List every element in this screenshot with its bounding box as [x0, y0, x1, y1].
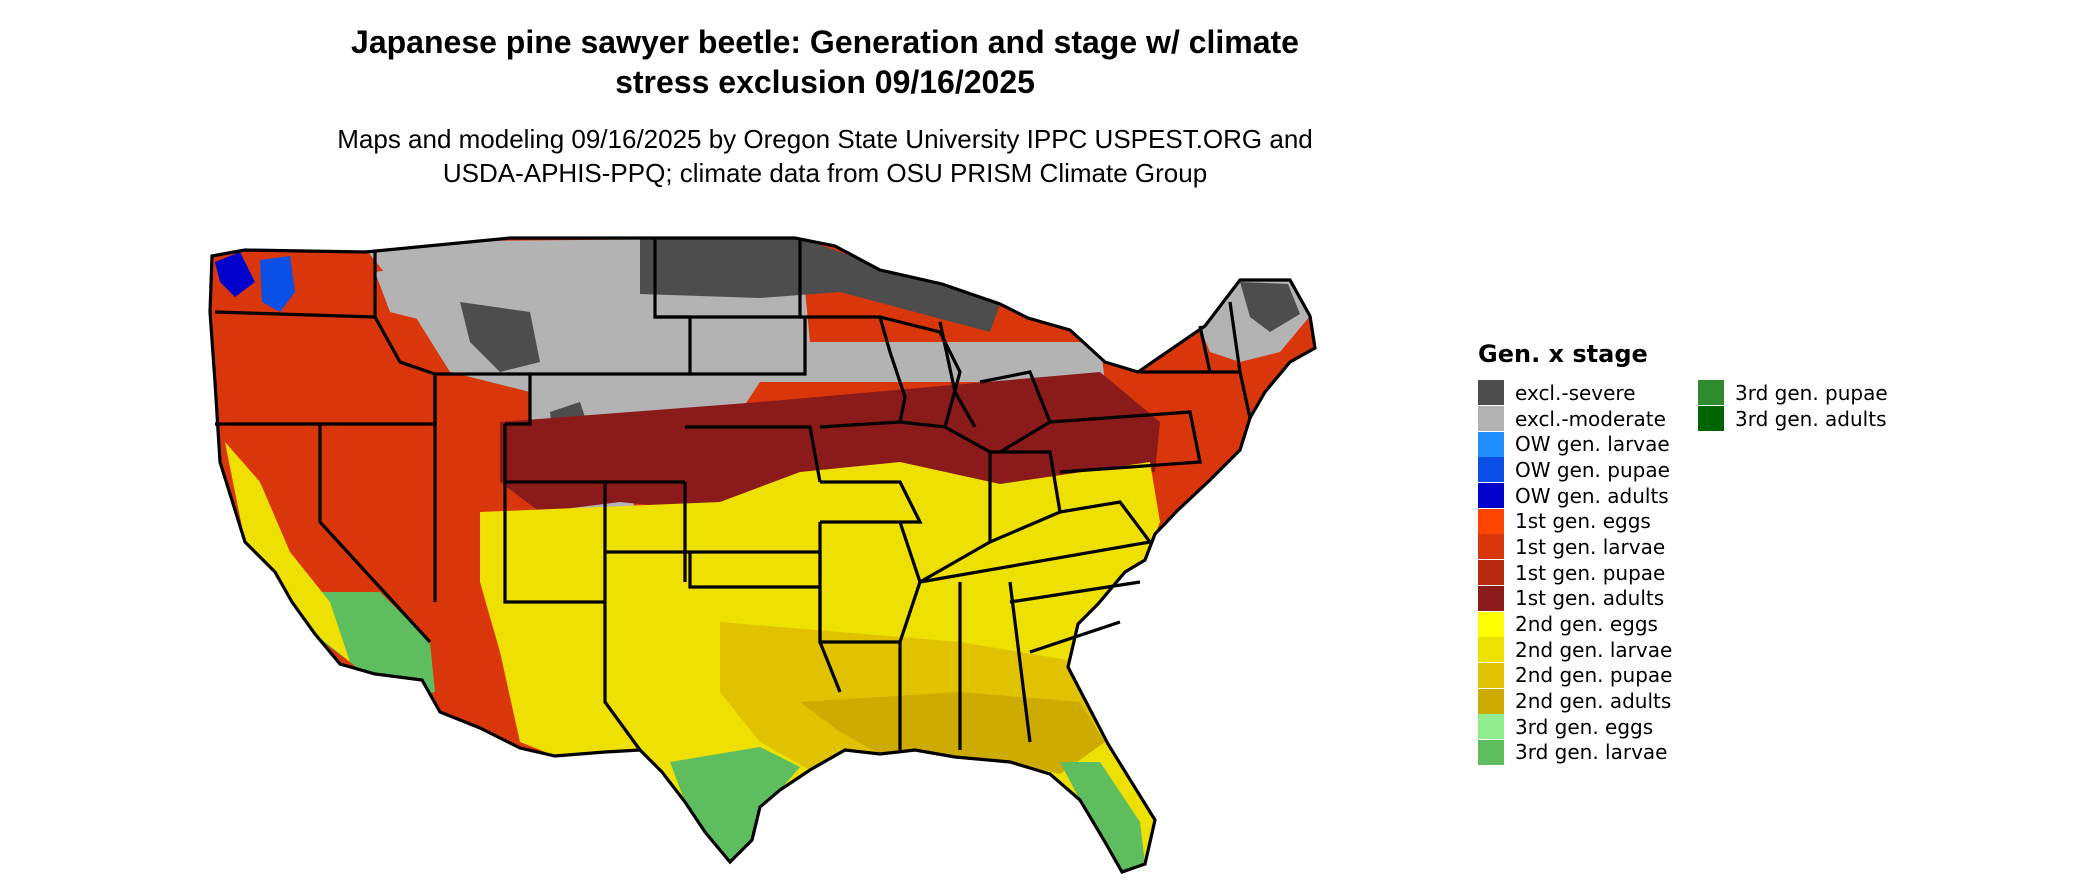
legend-item: 3rd gen. adults [1698, 406, 1888, 432]
border-ne-ks [685, 425, 822, 483]
legend-swatch [1478, 457, 1504, 483]
legend-label: 3rd gen. larvae [1515, 740, 1668, 765]
legend-item: 3rd gen. pupae [1698, 380, 1888, 406]
legend-item: excl.-moderate [1478, 406, 1672, 432]
us-outline [208, 236, 1317, 874]
map-subtitle: Maps and modeling 09/16/2025 by Oregon S… [280, 122, 1370, 190]
region-excl-moderate-north [360, 238, 1105, 472]
legend-swatch [1478, 534, 1504, 560]
border-id-wy [435, 372, 532, 426]
legend-label: 2nd gen. adults [1515, 689, 1672, 714]
legend-item: OW gen. adults [1478, 483, 1672, 509]
border-ms-al-ga [898, 581, 1032, 750]
legend-item: OW gen. pupae [1478, 457, 1672, 483]
legend-swatch [1478, 483, 1504, 509]
legend-swatch [1478, 637, 1504, 663]
legend-item: 3rd gen. eggs [1478, 714, 1672, 740]
legend-swatch [1478, 508, 1504, 534]
map-title: Japanese pine sawyer beetle: Generation … [280, 22, 1370, 102]
border-sd-ne [690, 317, 807, 376]
legend-swatch [1478, 431, 1504, 457]
region-excl-severe-north [640, 238, 1000, 332]
region-3rd-gen-larvae-texas [670, 747, 800, 862]
region-2nd-gen-adults [800, 692, 1105, 774]
border-ca-nv [318, 424, 432, 644]
legend-label: OW gen. adults [1515, 483, 1669, 508]
border-oh [989, 450, 1062, 544]
legend-label: excl.-severe [1515, 380, 1636, 405]
legend-label: 2nd gen. larvae [1515, 637, 1673, 662]
border-wi [879, 315, 962, 429]
legend-column-2: 3rd gen. pupae 3rd gen. adults [1698, 380, 1888, 432]
region-excl-severe-wyoming [460, 302, 540, 372]
legend-item: OW gen. larvae [1478, 431, 1672, 457]
legend-item: 2nd gen. pupae [1478, 662, 1673, 689]
map-title-line-2: stress exclusion 09/16/2025 [615, 64, 1035, 100]
legend-label: excl.-moderate [1515, 406, 1666, 431]
legend-label: 3rd gen. adults [1735, 406, 1887, 431]
legend-column-1: excl.-severe excl.-moderate OW gen. larv… [1478, 380, 1672, 765]
us-stage-map [208, 236, 1317, 874]
legend-swatch [1478, 560, 1504, 586]
border-nm [603, 482, 642, 751]
legend-item: excl.-severe [1478, 380, 1672, 406]
map-subtitle-line-2: USDA-APHIS-PPQ; climate data from OSU PR… [442, 158, 1208, 188]
legend-label: 2nd gen. eggs [1515, 612, 1658, 637]
region-excl-severe-maine [1240, 282, 1300, 332]
legend-swatch [1478, 611, 1504, 637]
legend-item: 1st gen. eggs [1478, 508, 1672, 534]
legend-item: 2nd gen. adults [1478, 688, 1672, 714]
stage-regions [210, 238, 1315, 872]
legend-label: 3rd gen. pupae [1735, 380, 1888, 405]
border-pa [1049, 410, 1202, 474]
border-mi [979, 370, 1052, 454]
border-vt-nh [1198, 301, 1242, 373]
legend-label: OW gen. larvae [1515, 432, 1670, 457]
legend-label: 1st gen. adults [1515, 586, 1665, 611]
legend-title: Gen. x stage [1478, 340, 1648, 368]
border-mn-ia [800, 315, 907, 429]
legend-item: 3rd gen. larvae [1478, 739, 1672, 766]
legend-item: 1st gen. pupae [1478, 560, 1672, 586]
border-wa-or [214, 310, 376, 319]
legend-item: 2nd gen. larvae [1478, 637, 1672, 663]
legend-swatch [1698, 406, 1724, 432]
border-tn-ky [919, 540, 1151, 584]
region-excl-moderate-montana [375, 262, 475, 322]
border-il-in [919, 425, 992, 584]
legend-label: 2nd gen. pupae [1515, 663, 1673, 688]
border-wv-va [1059, 500, 1152, 543]
legend-item: 1st gen. larvae [1478, 534, 1672, 560]
legend-label: 1st gen. pupae [1515, 560, 1666, 585]
region-2nd-gen-larvae-california [225, 442, 350, 662]
map-subtitle-line-1: Maps and modeling 09/16/2025 by Oregon S… [337, 124, 1313, 154]
legend-label: OW gen. pupae [1515, 457, 1670, 482]
border-mo [820, 480, 923, 524]
region-1st-gen-adults [500, 372, 1160, 512]
legend-swatch [1478, 714, 1504, 740]
legend-item: 2nd gen. eggs [1478, 611, 1672, 637]
legend-swatch [1478, 406, 1504, 432]
legend-label: 3rd gen. eggs [1515, 714, 1654, 739]
border-id [373, 252, 437, 424]
legend-swatch [1478, 739, 1504, 765]
legend-item: 1st gen. adults [1478, 585, 1672, 612]
region-ow-gen-pupae-cascades [260, 256, 295, 312]
lake-michigan-shore [938, 321, 977, 428]
state-boundaries [208, 236, 1317, 874]
legend-swatch [1478, 585, 1504, 611]
map-title-line-1: Japanese pine sawyer beetle: Generation … [351, 24, 1299, 60]
legend-swatch [1478, 380, 1504, 406]
legend-label: 1st gen. larvae [1515, 534, 1666, 559]
region-3rd-gen-larvae-florida [1060, 762, 1145, 872]
border-nc-sc [1009, 580, 1141, 654]
region-ow-gen-adults-pnw [215, 252, 255, 297]
legend: Gen. x stage excl.-severe excl.-moderate… [1478, 340, 2038, 780]
legend-swatch [1478, 688, 1504, 714]
legend-label: 1st gen. eggs [1515, 509, 1651, 534]
legend-swatch [1698, 380, 1724, 406]
legend-swatch [1478, 662, 1504, 688]
